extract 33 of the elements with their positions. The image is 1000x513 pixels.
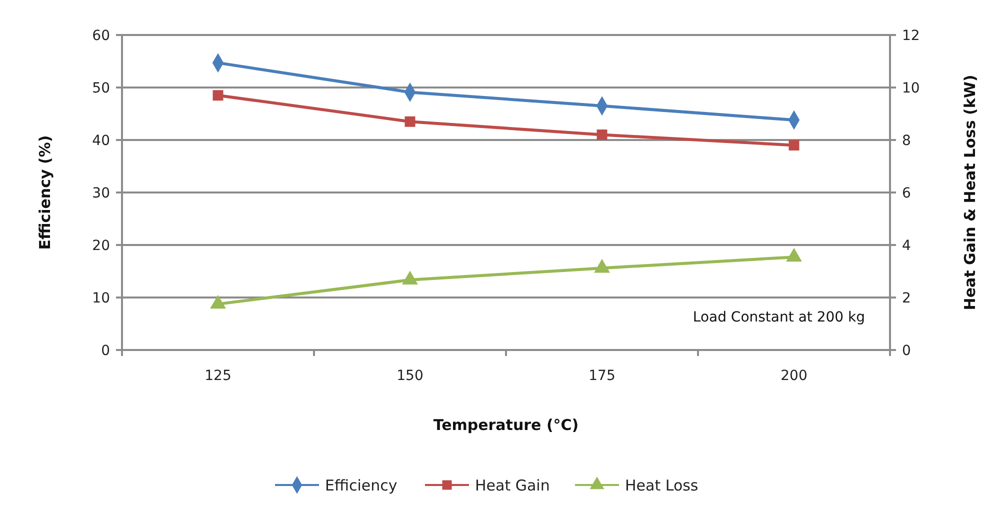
y2-tick-label: 6 [902,185,911,202]
legend-label: Efficiency [325,476,398,494]
y-tick-label: 0 [101,342,110,359]
point [596,130,608,140]
y-tick-label: 30 [92,185,110,202]
y-tick-label: 20 [92,238,110,254]
y2-tick-label: 12 [902,28,920,44]
y-tick-label: 10 [92,290,110,306]
y-tick-label: 50 [92,80,110,96]
point [404,116,416,127]
point [210,294,226,309]
y2-axis-title: Heat Gain & Heat Loss (kW) [961,74,979,310]
legend-label: Heat Loss [625,476,698,494]
y-axis-title: Efficiency (%) [36,135,54,250]
x-tick-label: 150 [396,368,424,384]
point [788,140,800,150]
y2-tick-label: 10 [902,80,920,96]
y-tick-label: 60 [92,28,110,44]
x-axis-title: Temperature (°C) [433,416,579,434]
point [594,258,610,273]
x-tick-label: 125 [204,368,232,384]
legend-label: Heat Gain [475,476,550,494]
y2-tick-label: 2 [902,290,911,306]
point [786,248,802,262]
x-tick-label: 175 [588,368,616,384]
x-tick-label: 200 [780,368,808,384]
point [212,90,224,101]
y-tick-label: 40 [92,132,110,149]
point [402,270,418,285]
y2-tick-label: 0 [902,342,911,359]
y2-tick-label: 4 [902,238,911,254]
y2-tick-label: 8 [902,132,911,149]
annotation: Load Constant at 200 kg [692,310,865,326]
